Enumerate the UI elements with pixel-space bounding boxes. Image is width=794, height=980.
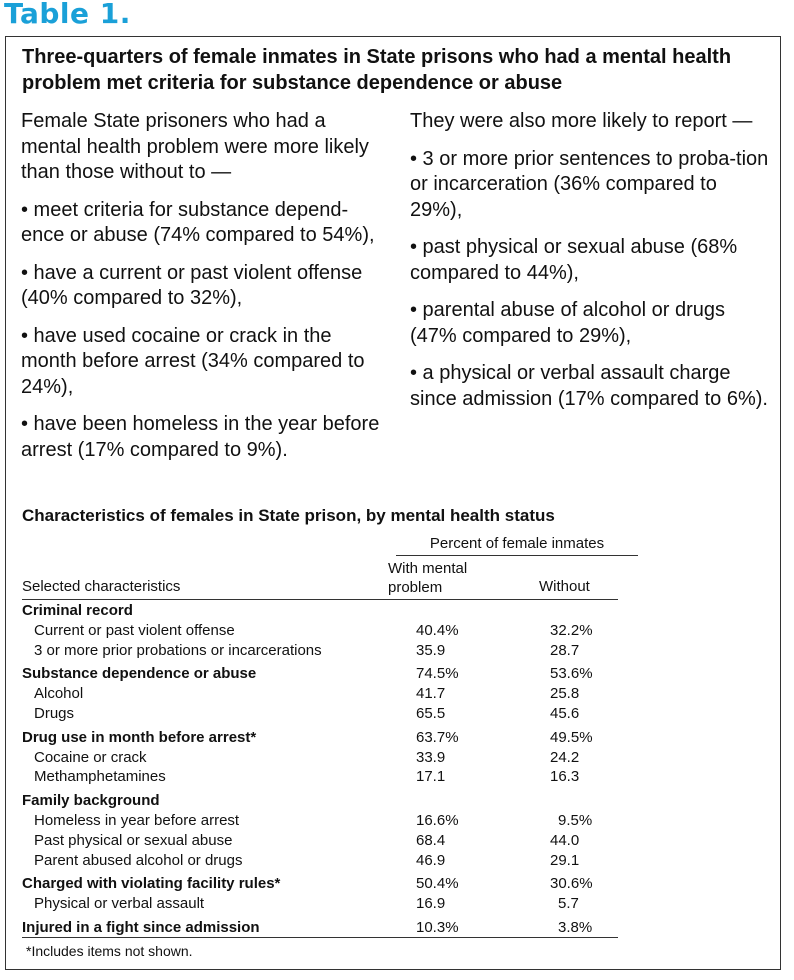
row-label: Substance dependence or abuse	[22, 665, 257, 683]
table-body: Criminal record Current or past violent …	[22, 601, 618, 938]
right-bullet: • 3 or more prior sentences to proba-tio…	[410, 147, 769, 221]
row-label: Physical or verbal assault	[34, 895, 205, 913]
row-label: Alcohol	[34, 685, 84, 703]
row-label: Injured in a fight since admission	[22, 918, 260, 936]
cell-without: 3.8%	[558, 918, 593, 936]
table-row: Current or past violent offense 40.4% 32…	[22, 621, 618, 641]
cell-with: 10.3%	[416, 918, 459, 936]
cell-with: 16.9	[416, 895, 446, 913]
table-row: Cocaine or crack 33.9 24.2	[22, 748, 618, 768]
cell-with: 17.1	[416, 768, 446, 786]
table-frame	[5, 36, 781, 970]
cell-without: 44.0	[550, 831, 580, 849]
left-bullet: • have been homeless in the year before …	[21, 413, 380, 461]
table-row: 3 or more prior probations or incarcerat…	[22, 641, 618, 661]
table-row: Charged with violating facility rules* 5…	[22, 874, 618, 894]
left-bullet: • meet criteria for substance depend-enc…	[21, 198, 375, 247]
table-row: Homeless in year before arrest 16.6% 9.5…	[22, 811, 618, 831]
table-label: Table 1.	[4, 0, 131, 30]
cell-with: 33.9	[416, 748, 446, 766]
left-intro: Female State prisoners who had a mental …	[21, 110, 369, 183]
right-bullet: • a physical or verbal assault charge si…	[410, 362, 768, 410]
cell-without: 16.3	[550, 768, 580, 786]
table-row: Drug use in month before arrest* 63.7% 4…	[22, 728, 618, 748]
table-row: Substance dependence or abuse 74.5% 53.6…	[22, 664, 618, 684]
row-label: Methamphetamines	[34, 768, 166, 786]
table-row: Physical or verbal assault 16.9 5.7	[22, 894, 618, 914]
cell-with: 40.4%	[416, 621, 459, 639]
cell-with: 68.4	[416, 831, 446, 849]
cell-without: 30.6%	[550, 875, 593, 893]
table-row: Criminal record	[22, 601, 618, 621]
table-title: Characteristics of females in State pris…	[22, 506, 555, 525]
row-label: Drug use in month before arrest*	[22, 728, 257, 746]
table-row: Injured in a fight since admission 10.3%…	[22, 918, 618, 938]
row-label: 3 or more prior probations or incarcerat…	[34, 641, 322, 659]
table-row: Parent abused alcohol or drugs 46.9 29.1	[22, 851, 618, 871]
column-header-with-line2: problem	[388, 579, 443, 596]
table-row: Drugs 65.5 45.6	[22, 704, 618, 724]
column-header-with-mental-problem: With mental problem	[388, 559, 467, 597]
left-bullet: • have used cocaine or crack in the mont…	[21, 324, 365, 398]
table-row: Alcohol 41.7 25.8	[22, 684, 618, 704]
cell-without: 28.7	[550, 641, 580, 659]
row-label: Current or past violent offense	[34, 621, 235, 639]
cell-without: 29.1	[550, 851, 580, 869]
cell-with: 50.4%	[416, 875, 459, 893]
header-rule	[22, 599, 618, 600]
row-label: Charged with violating facility rules*	[22, 875, 281, 893]
cell-without: 5.7	[558, 895, 579, 913]
cell-with: 41.7	[416, 685, 446, 703]
cell-without: 25.8	[550, 685, 580, 703]
row-label: Homeless in year before arrest	[34, 811, 240, 829]
group-header: Percent of female inmates	[429, 535, 605, 552]
left-bullet: • have a current or past violent offense…	[21, 261, 363, 310]
cell-with: 74.5%	[416, 665, 459, 683]
footnote: *Includes items not shown.	[26, 943, 193, 959]
column-header-without: Without	[539, 578, 590, 595]
right-bullet: • past physical or sexual abuse (68% com…	[410, 236, 738, 284]
cell-with: 63.7%	[416, 728, 459, 746]
row-label: Past physical or sexual abuse	[34, 831, 233, 849]
footer-rule	[22, 937, 618, 938]
group-header-rule	[396, 555, 638, 556]
cell-without: 53.6%	[550, 665, 593, 683]
table-row: Family background	[22, 791, 618, 811]
right-bullet: • parental abuse of alcohol or drugs (47…	[410, 299, 725, 347]
table-row: Past physical or sexual abuse 68.4 44.0	[22, 831, 618, 851]
row-label: Cocaine or crack	[34, 748, 147, 766]
cell-with: 16.6%	[416, 811, 459, 829]
table-row: Methamphetamines 17.1 16.3	[22, 767, 618, 787]
column-header-characteristics: Selected characteristics	[22, 578, 181, 595]
cell-with: 35.9	[416, 641, 446, 659]
cell-with: 65.5	[416, 704, 446, 722]
row-label: Parent abused alcohol or drugs	[34, 851, 243, 869]
cell-without: 24.2	[550, 748, 580, 766]
row-label: Drugs	[34, 704, 75, 722]
cell-without: 45.6	[550, 704, 580, 722]
right-column: They were also more likely to report — •…	[410, 109, 772, 412]
cell-without: 32.2%	[550, 621, 593, 639]
right-intro: They were also more likely to report —	[410, 110, 753, 132]
cell-without: 9.5%	[558, 811, 593, 829]
row-label: Criminal record	[22, 602, 133, 619]
column-header-with-line1: With mental	[388, 560, 468, 577]
cell-without: 49.5%	[550, 728, 593, 746]
headline: Three-quarters of female inmates in Stat…	[22, 46, 732, 94]
cell-with: 46.9	[416, 851, 446, 869]
left-column: Female State prisoners who had a mental …	[21, 109, 389, 463]
row-label: Family background	[22, 792, 160, 810]
